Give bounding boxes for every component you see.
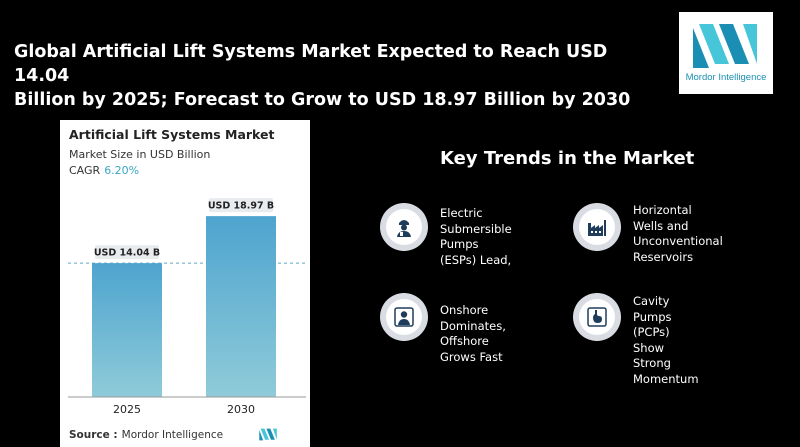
cagr-value: 6.20% [104,164,140,177]
factory-icon-wrap [573,203,621,251]
person-icon-wrap [380,293,428,341]
logo-text: Mordor Intelligence [685,72,767,83]
bar-2030 [206,216,276,397]
stomach-icon-wrap [573,293,621,341]
chart-title: Artificial Lift Systems Market [69,127,275,142]
trend-text-cavity-pumps: Cavity Pumps (PCPs) Show Strong Momentum [633,294,699,387]
bar-chart: USD 14.04 B 2025 USD 18.97 B 2030 [68,198,306,416]
data-label-bg [209,198,273,213]
factory-icon [588,220,606,236]
trend-line: Momentum [633,371,699,386]
trend-text-esp: Electric Submersible Pumps (ESPs) Lead, [440,206,512,268]
stomach-icon [587,307,607,327]
trend-line: Onshore Dominates, [440,303,506,333]
x-tick-label: 2025 [113,403,141,416]
worker-icon [397,220,411,237]
trend-line: Horizontal Wells and [633,203,692,233]
bar-2025 [92,263,162,397]
headline-line-2: Billion by 2025; Forecast to Grow to USD… [14,90,631,110]
trends-title: Key Trends in the Market [440,148,695,169]
chart-subtitle: Market Size in USD Billion [69,148,211,161]
cagr-label: CAGR [69,164,101,177]
headline-line-1: Global Artificial Lift Systems Market Ex… [14,42,608,86]
source-line: Source : Mordor Intelligence [69,429,223,441]
trend-line: Show Strong [633,340,671,371]
source-label: Source : [69,429,118,441]
trend-text-onshore: Onshore Dominates, Offshore Grows Fast [440,303,506,365]
cagr: CAGR 6.20% [69,164,139,177]
trend-line: Cavity Pumps (PCPs) [633,294,672,339]
trend-line: Unconventional [633,234,723,248]
trend-line: Electric Submersible [440,206,512,236]
trend-line: Offshore Grows Fast [440,334,503,364]
person-icon [394,307,414,327]
mordor-logo: Mordor Intelligence [679,12,773,94]
trend-text-horizontal-wells: Horizontal Wells and Unconventional Rese… [633,203,723,265]
data-label-bg [95,245,159,260]
source-value: Mordor Intelligence [121,429,224,441]
x-tick-label: 2030 [227,403,255,416]
chart-card: Artificial Lift Systems Market Market Si… [60,120,310,447]
data-label: USD 18.97 B [208,201,274,212]
data-label: USD 14.04 B [94,248,160,259]
headline: Global Artificial Lift Systems Market Ex… [14,40,654,112]
mordor-logo-mark-icon [693,24,757,68]
trend-line: Reservoirs [633,249,694,264]
worker-icon-wrap [380,203,428,251]
trend-line: Pumps (ESPs) Lead, [440,237,512,267]
source-logo-icon [259,428,277,441]
